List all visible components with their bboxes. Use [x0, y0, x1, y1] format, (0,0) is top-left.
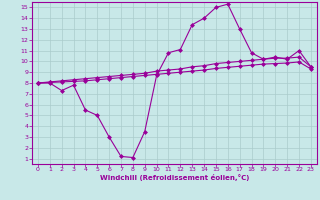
X-axis label: Windchill (Refroidissement éolien,°C): Windchill (Refroidissement éolien,°C) — [100, 174, 249, 181]
